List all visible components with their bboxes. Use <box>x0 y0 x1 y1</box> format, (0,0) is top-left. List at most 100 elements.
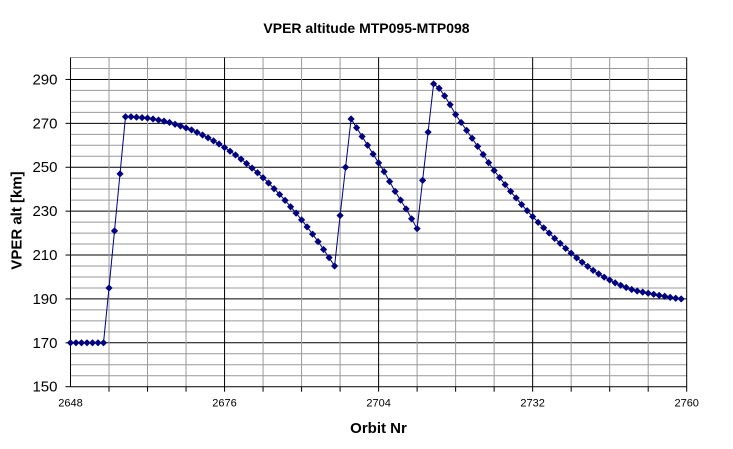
data-point-diamond <box>490 166 498 175</box>
chart-title: VPER altitude MTP095-MTP098 <box>263 20 470 36</box>
data-point-diamond <box>204 134 212 142</box>
data-point-diamond <box>220 143 229 152</box>
x-tick-label: 2676 <box>212 398 236 410</box>
data-point-diamond <box>562 244 570 253</box>
data-point-diamond <box>319 245 328 254</box>
data-point-diamond <box>518 200 526 209</box>
data-point-diamond <box>154 116 163 124</box>
x-tick-label: 2648 <box>58 398 82 410</box>
series-line <box>70 82 682 344</box>
data-point-diamond <box>314 238 322 246</box>
data-point-diamond <box>430 80 438 88</box>
data-point-diamond <box>171 120 179 128</box>
data-point-diamond <box>182 124 190 132</box>
data-point-diamond <box>622 283 630 292</box>
data-point-diamond <box>589 266 597 274</box>
data-point-diamond <box>105 284 113 292</box>
tick-labels: 150 170 190 210 230 250 270 290 2648 2676 2704 2732… <box>32 71 698 409</box>
data-point-diamond <box>523 207 531 215</box>
data-point-diamond <box>633 287 641 295</box>
data-point-diamond <box>215 140 223 148</box>
data-point-diamond <box>573 254 581 262</box>
data-point-diamond <box>435 84 443 92</box>
data-point-diamond <box>402 205 410 213</box>
data-point-diamond <box>352 124 361 132</box>
data-point-diamond <box>551 234 559 242</box>
data-point-diamond <box>408 215 416 223</box>
data-point-diamond <box>677 295 685 303</box>
data-point-diamond <box>600 273 608 281</box>
data-point-diamond <box>441 92 449 100</box>
data-point-diamond <box>325 254 333 262</box>
data-point-diamond <box>303 223 311 231</box>
data-point-diamond <box>606 276 614 284</box>
data-point-diamond <box>666 293 674 301</box>
data-point-diamond <box>187 126 196 134</box>
data-point-diamond <box>479 150 487 159</box>
data-point-diamond <box>347 115 355 123</box>
data-point-diamond <box>628 285 636 294</box>
data-point-diamond <box>485 159 493 167</box>
data-point-diamond <box>419 176 427 185</box>
data-point-diamond <box>275 190 284 199</box>
data-point-diamond <box>72 339 80 347</box>
data-point-diamond <box>253 169 262 177</box>
data-point-diamond <box>88 339 97 347</box>
data-point-diamond <box>463 126 471 134</box>
data-point-diamond <box>99 339 108 347</box>
data-point-diamond <box>661 292 669 300</box>
data-point-diamond <box>545 229 553 237</box>
data-point-diamond <box>160 117 168 125</box>
data-point-diamond <box>149 115 157 123</box>
data-point-diamond <box>578 258 586 266</box>
data-point-diamond <box>567 249 575 257</box>
data-point-diamond <box>198 131 207 139</box>
y-tick-label: 250 <box>32 159 57 176</box>
data-point-diamond <box>121 113 130 121</box>
data-point-diamond <box>297 216 306 224</box>
data-point-diamond <box>496 173 504 182</box>
axes <box>65 57 688 392</box>
y-tick-label: 190 <box>32 291 57 308</box>
data-point-diamond <box>672 294 680 302</box>
data-point-diamond <box>369 150 377 158</box>
data-point-diamond <box>138 114 146 122</box>
data-point-diamond <box>457 118 465 127</box>
data-point-diamond <box>292 209 300 217</box>
data-point-diamond <box>94 339 102 347</box>
y-tick-label: 210 <box>32 247 57 264</box>
data-point-diamond <box>270 185 278 193</box>
data-point-diamond <box>397 196 405 204</box>
data-point-diamond <box>507 187 515 195</box>
data-point-diamond <box>644 289 652 297</box>
grid <box>70 57 688 387</box>
data-point-diamond <box>110 227 119 235</box>
data-point-diamond <box>143 114 152 122</box>
data-point-diamond <box>336 211 344 220</box>
data-point-diamond <box>391 187 399 195</box>
data-point-diamond <box>617 281 625 289</box>
data-point-diamond <box>237 155 245 163</box>
data-point-diamond <box>308 230 317 238</box>
data-point-diamond <box>452 110 460 119</box>
data-point-diamond <box>474 142 482 150</box>
x-tick-label: 2704 <box>366 398 390 410</box>
data-point-diamond <box>424 128 432 136</box>
data-point-diamond <box>330 262 339 270</box>
data-point-diamond <box>341 163 350 171</box>
data-point-diamond <box>540 224 548 232</box>
data-point-diamond <box>468 134 476 142</box>
data-point-diamond <box>413 225 421 233</box>
data-point-diamond <box>446 101 454 109</box>
data-point-diamond <box>639 288 647 296</box>
data-point-diamond <box>231 151 240 159</box>
data-point-diamond <box>193 128 201 136</box>
data-point-diamond <box>375 159 383 167</box>
y-tick-label: 150 <box>32 379 57 396</box>
data-point-diamond <box>242 159 251 168</box>
data-point-diamond <box>556 239 564 247</box>
data-point-diamond <box>595 270 603 278</box>
data-point-diamond <box>358 132 366 141</box>
data-point-diamond <box>176 122 185 130</box>
